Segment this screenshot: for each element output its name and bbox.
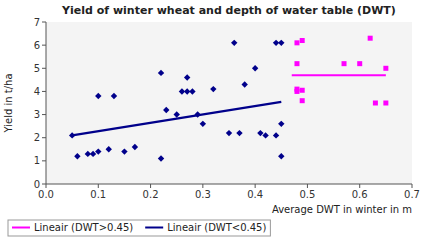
x-tick-label: 0.4 bbox=[247, 189, 263, 200]
y-tick bbox=[42, 45, 46, 46]
y-tick-label: 4 bbox=[34, 86, 40, 97]
point bbox=[158, 70, 164, 76]
y-tick bbox=[42, 137, 46, 138]
point bbox=[132, 144, 138, 150]
legend-box bbox=[8, 220, 270, 236]
point bbox=[368, 36, 373, 41]
point bbox=[189, 88, 195, 94]
chart: 0.0 0.1 0.2 0.3 0.4 0.5 0.6 0.7 0 1 2 3 4 5 6 7 Yield of… bbox=[0, 0, 426, 247]
point bbox=[252, 65, 258, 71]
x-tick bbox=[46, 184, 47, 188]
x-tick-label: 0.3 bbox=[195, 189, 211, 200]
y-tick-label: 2 bbox=[34, 132, 40, 143]
x-axis bbox=[46, 184, 412, 185]
point bbox=[278, 40, 284, 46]
point bbox=[342, 61, 347, 66]
y-tick bbox=[42, 68, 46, 69]
y-tick-label: 5 bbox=[34, 63, 40, 74]
point bbox=[383, 101, 388, 106]
y-tick bbox=[42, 22, 46, 23]
point bbox=[158, 155, 164, 161]
y-tick-label: 6 bbox=[34, 40, 40, 51]
point bbox=[74, 153, 80, 159]
x-tick-label: 0.7 bbox=[404, 189, 420, 200]
marks bbox=[69, 36, 388, 162]
point bbox=[163, 107, 169, 113]
point bbox=[278, 153, 284, 159]
point bbox=[373, 101, 378, 106]
legend-label: Lineair (DWT<0.45) bbox=[167, 222, 266, 233]
point bbox=[262, 132, 268, 138]
title: Yield of winter wheat and depth of water… bbox=[61, 4, 396, 17]
point bbox=[278, 121, 284, 127]
x-tick bbox=[202, 184, 203, 188]
point bbox=[231, 40, 237, 46]
y-tick bbox=[42, 160, 46, 161]
trend-line bbox=[292, 74, 386, 76]
x-tick-label: 0.1 bbox=[90, 189, 106, 200]
x-tick bbox=[150, 184, 151, 188]
point bbox=[111, 93, 117, 99]
y-tick-label: 3 bbox=[34, 109, 40, 120]
legend: Lineair (DWT>0.45) Lineair (DWT<0.45) bbox=[8, 220, 270, 236]
y-tick bbox=[42, 184, 46, 185]
point bbox=[226, 130, 232, 136]
point bbox=[294, 40, 299, 45]
plot-area bbox=[46, 22, 412, 184]
point bbox=[273, 132, 279, 138]
point bbox=[95, 148, 101, 154]
point bbox=[200, 121, 206, 127]
y-label: Yield in t/ha bbox=[3, 73, 14, 133]
y-tick bbox=[42, 91, 46, 92]
y-tick-label: 0 bbox=[34, 179, 40, 190]
legend-label: Lineair (DWT>0.45) bbox=[34, 222, 133, 233]
x-tick bbox=[359, 184, 360, 188]
y-tick-label: 7 bbox=[34, 17, 40, 28]
point bbox=[383, 66, 388, 71]
x-tick bbox=[307, 184, 308, 188]
point bbox=[300, 38, 305, 43]
point bbox=[106, 146, 112, 152]
y-tick-label: 1 bbox=[34, 155, 40, 166]
point bbox=[294, 61, 299, 66]
point bbox=[184, 74, 190, 80]
point bbox=[95, 93, 101, 99]
point bbox=[294, 87, 299, 92]
x-label: Average DWT in winter in m bbox=[272, 204, 412, 215]
trend-line bbox=[72, 102, 281, 136]
point bbox=[300, 98, 305, 103]
x-tick-label: 0.5 bbox=[299, 189, 315, 200]
y-axis bbox=[46, 22, 47, 184]
x-tick bbox=[412, 184, 413, 188]
x-tick-label: 0.2 bbox=[143, 189, 159, 200]
point bbox=[357, 61, 362, 66]
legend-swatch bbox=[145, 227, 163, 229]
legend-swatch bbox=[12, 227, 30, 229]
point bbox=[300, 88, 305, 93]
y-tick bbox=[42, 114, 46, 115]
x-tick bbox=[255, 184, 256, 188]
x-tick-label: 0.6 bbox=[352, 189, 368, 200]
x-tick bbox=[98, 184, 99, 188]
point bbox=[241, 81, 247, 87]
point bbox=[210, 86, 216, 92]
x-tick-label: 0.0 bbox=[38, 189, 54, 200]
point bbox=[121, 148, 127, 154]
point bbox=[174, 111, 180, 117]
point bbox=[236, 130, 242, 136]
